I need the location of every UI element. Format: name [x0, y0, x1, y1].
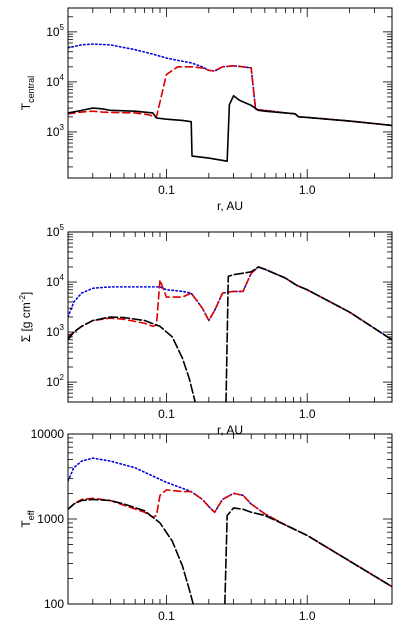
y-tick-label: 10000	[31, 427, 65, 441]
y-axis-label: Σ [g cm-2]	[18, 292, 33, 343]
series-line-longdash-3	[68, 316, 196, 402]
y-tick-label: 103	[46, 123, 64, 139]
y-tick-label: 1000	[37, 512, 64, 526]
x-tick-label: 0.1	[158, 183, 175, 197]
plot-frame	[67, 7, 393, 179]
panel-2: 0.1 1.0 102 103 104 105 r, AU Σ [g cm-2]	[18, 223, 393, 437]
y-tick-label: 105	[46, 23, 64, 39]
series-line-longdash-4	[225, 266, 392, 402]
y-axis-label: Teff	[19, 510, 36, 528]
series-group	[68, 457, 392, 604]
x-tick-label: 1.0	[299, 183, 316, 197]
series-line-dotted-1	[68, 266, 392, 341]
series-line-dotted-1	[68, 457, 392, 588]
series-line-solid-3	[68, 94, 392, 162]
plot-frame	[67, 433, 393, 605]
panel-1: 0.1 1.0 103 104 105 r, AU Tcentral	[19, 7, 393, 213]
series-line-dotted-1	[68, 43, 392, 127]
y-tick-label: 104	[46, 73, 64, 89]
series-line-dashed-2	[68, 64, 392, 127]
panel-3: 0.11.0100100010000r, AUTeff	[19, 427, 393, 623]
y-tick-label: 105	[46, 223, 64, 239]
series-line-dashed-2	[68, 266, 392, 341]
y-tick-label: 103	[46, 323, 64, 339]
x-tick-label: 1.0	[299, 407, 316, 421]
x-tick-label: 0.1	[158, 609, 175, 623]
series-group	[68, 266, 392, 402]
series-group	[68, 43, 392, 162]
x-tick-label: 1.0	[299, 609, 316, 623]
x-tick-label: 0.1	[158, 407, 175, 421]
series-line-dashed-2	[68, 489, 392, 588]
x-axis-label: r, AU	[217, 199, 243, 213]
y-tick-label: 102	[46, 373, 64, 389]
y-tick-label: 100	[44, 597, 64, 611]
series-line-longdash-3	[68, 498, 195, 604]
y-axis-label: Tcentral	[19, 76, 36, 110]
y-tick-label: 104	[46, 273, 64, 289]
x-axis-label: r, AU	[217, 423, 243, 437]
series-line-longdash-4	[224, 507, 392, 604]
